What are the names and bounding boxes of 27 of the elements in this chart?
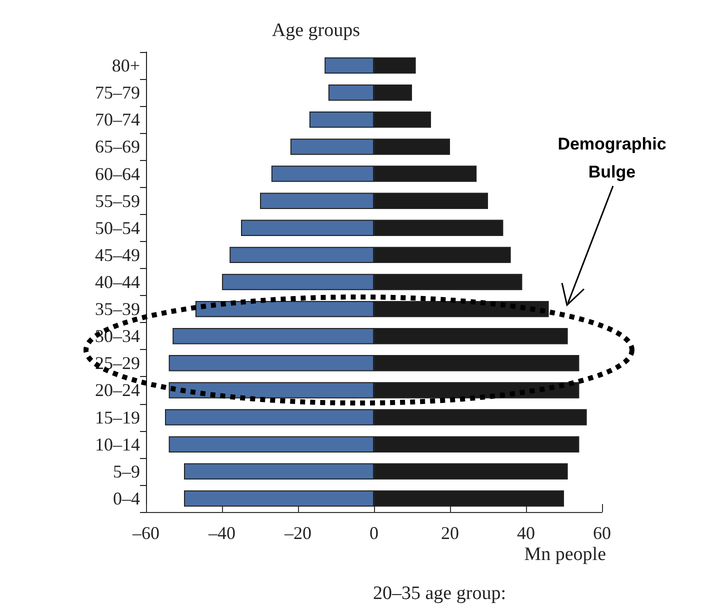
y-tick-label: 45–49	[95, 244, 140, 265]
y-tick-label: 15–19	[95, 407, 140, 428]
x-tick-label: 20	[441, 523, 459, 543]
x-tick-label: –40	[208, 523, 236, 543]
y-tick-label: 30–34	[95, 326, 140, 346]
y-tick-label: 0–4	[113, 488, 140, 508]
y-tick-label: 20–24	[95, 380, 140, 400]
x-tick-label: 0	[370, 523, 378, 543]
y-tick-label: 5–9	[113, 461, 140, 482]
y-axis-title: Age groups	[272, 20, 360, 41]
y-tick-label: 10–14	[95, 434, 140, 454]
y-tick-label: 50–54	[95, 218, 140, 238]
text: 20–35 age group:	[373, 583, 506, 604]
y-tick-label: 55–59	[95, 190, 140, 211]
y-tick-label: 65–69	[95, 136, 140, 157]
y-tick-label: 40–44	[95, 272, 140, 292]
y-tick-label: 60–64	[95, 164, 140, 184]
y-tick-label: 70–74	[95, 110, 140, 130]
x-tick-label: –60	[132, 523, 160, 543]
x-axis-title: Mn people	[524, 544, 606, 565]
y-tick-label: 75–79	[95, 82, 140, 103]
y-tick-label: 35–39	[95, 299, 140, 320]
y-tick-label: 80+	[112, 56, 140, 76]
annotation: Demographic Bulge	[558, 134, 666, 182]
x-tick-label: –20	[284, 523, 312, 543]
x-tick-label: 60	[593, 523, 611, 543]
x-tick-label: 40	[517, 523, 535, 543]
